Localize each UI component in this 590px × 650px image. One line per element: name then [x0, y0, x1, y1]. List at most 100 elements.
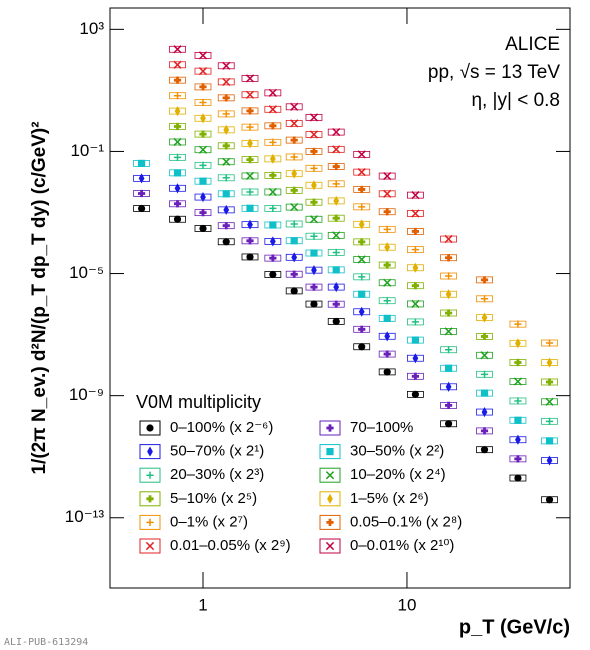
legend-box: [139, 420, 161, 436]
data-point: [290, 270, 298, 278]
legend-label: 0–1% (x 2⁷): [170, 513, 248, 530]
legend-box: [139, 514, 161, 530]
data-point: [333, 195, 340, 206]
legend-label: 5–10% (x 2⁵): [170, 490, 257, 507]
data-point: [200, 192, 206, 203]
data-point: [514, 320, 522, 328]
data-point: [411, 245, 420, 254]
data-point: [383, 368, 391, 376]
data-point: [222, 238, 230, 246]
y-tick-label: 10⁻¹: [70, 141, 104, 160]
data-point: [514, 474, 522, 482]
syst-box: [194, 146, 212, 154]
data-point: [223, 124, 230, 135]
data-point: [383, 171, 392, 181]
data-point: [515, 338, 521, 349]
series: [133, 159, 558, 445]
data-point: [223, 204, 230, 215]
data-point: [332, 127, 341, 137]
data-point: [480, 370, 489, 378]
data-point: [357, 150, 366, 159]
data-point: [310, 283, 318, 291]
series: [133, 189, 527, 463]
series: [169, 137, 558, 406]
data-point: [173, 215, 182, 223]
data-point: [515, 434, 521, 445]
data-point: [358, 185, 366, 194]
data-point: [173, 92, 182, 100]
data-point: [269, 221, 277, 229]
data-point: [222, 190, 230, 198]
syst-box: [407, 210, 424, 217]
data-point: [310, 147, 318, 156]
data-point: [222, 110, 230, 118]
data-point: [444, 272, 453, 280]
data-point: [481, 312, 488, 323]
x-tick-label: 10: [398, 595, 417, 614]
syst-box: [217, 62, 235, 70]
legend-label: 20–30% (x 2³): [170, 466, 264, 483]
syst-box: [305, 131, 323, 138]
data-point: [290, 220, 298, 228]
data-point: [247, 219, 253, 230]
series: [169, 60, 457, 244]
data-point: [310, 164, 318, 172]
data-point: [269, 236, 276, 247]
data-point: [332, 231, 341, 240]
data-point: [411, 299, 420, 309]
syst-box: [305, 114, 323, 121]
data-point: [383, 225, 391, 233]
syst-box: [217, 78, 235, 86]
data-point: [269, 204, 277, 213]
data-point: [444, 234, 453, 244]
legend-title: V0M multiplicity: [136, 392, 261, 412]
data-point: [222, 222, 230, 230]
data-point: [412, 262, 419, 273]
data-point: [199, 130, 207, 138]
data-point: [269, 254, 277, 262]
data-point: [290, 102, 299, 111]
footer: ALI-PUB-613294: [4, 637, 88, 648]
data-point: [326, 448, 334, 456]
syst-box: [476, 351, 493, 359]
data-point: [411, 191, 420, 200]
syst-box: [217, 158, 235, 166]
data-point: [480, 389, 489, 397]
data-point: [291, 252, 298, 263]
data-point: [173, 45, 182, 54]
legend-label: 0.01–0.05% (x 2⁹): [170, 537, 291, 554]
data-point: [311, 265, 317, 276]
data-point: [311, 180, 317, 191]
data-point: [444, 309, 453, 317]
data-point: [173, 169, 182, 177]
x-tick-label: 1: [198, 595, 207, 614]
syst-box: [264, 105, 282, 113]
data-point: [174, 183, 181, 194]
legend-box: [319, 444, 341, 460]
data-point: [174, 106, 181, 117]
data-point: [199, 98, 207, 107]
data-point: [222, 94, 230, 102]
data-point: [444, 327, 453, 336]
annotation: η, |y| < 0.8: [471, 90, 560, 111]
syst-box: [353, 151, 371, 158]
data-point: [325, 541, 335, 551]
legend-label: 50–70% (x 2¹): [170, 443, 264, 460]
data-point: [268, 88, 277, 97]
data-point: [384, 331, 391, 342]
data-point: [383, 314, 391, 322]
legend-label: 0–0.01% (x 2¹⁰): [350, 537, 454, 554]
data-point: [290, 186, 298, 194]
data-point: [199, 83, 207, 91]
data-point: [412, 353, 419, 364]
data-point: [198, 51, 208, 60]
data-point: [480, 276, 489, 284]
data-point: [383, 278, 392, 287]
legend-box: [139, 491, 161, 507]
data-point: [222, 174, 230, 182]
data-point: [326, 518, 334, 526]
syst-box: [378, 172, 396, 180]
data-point: [332, 162, 340, 171]
legend-label: 10–20% (x 2⁴): [350, 466, 446, 483]
